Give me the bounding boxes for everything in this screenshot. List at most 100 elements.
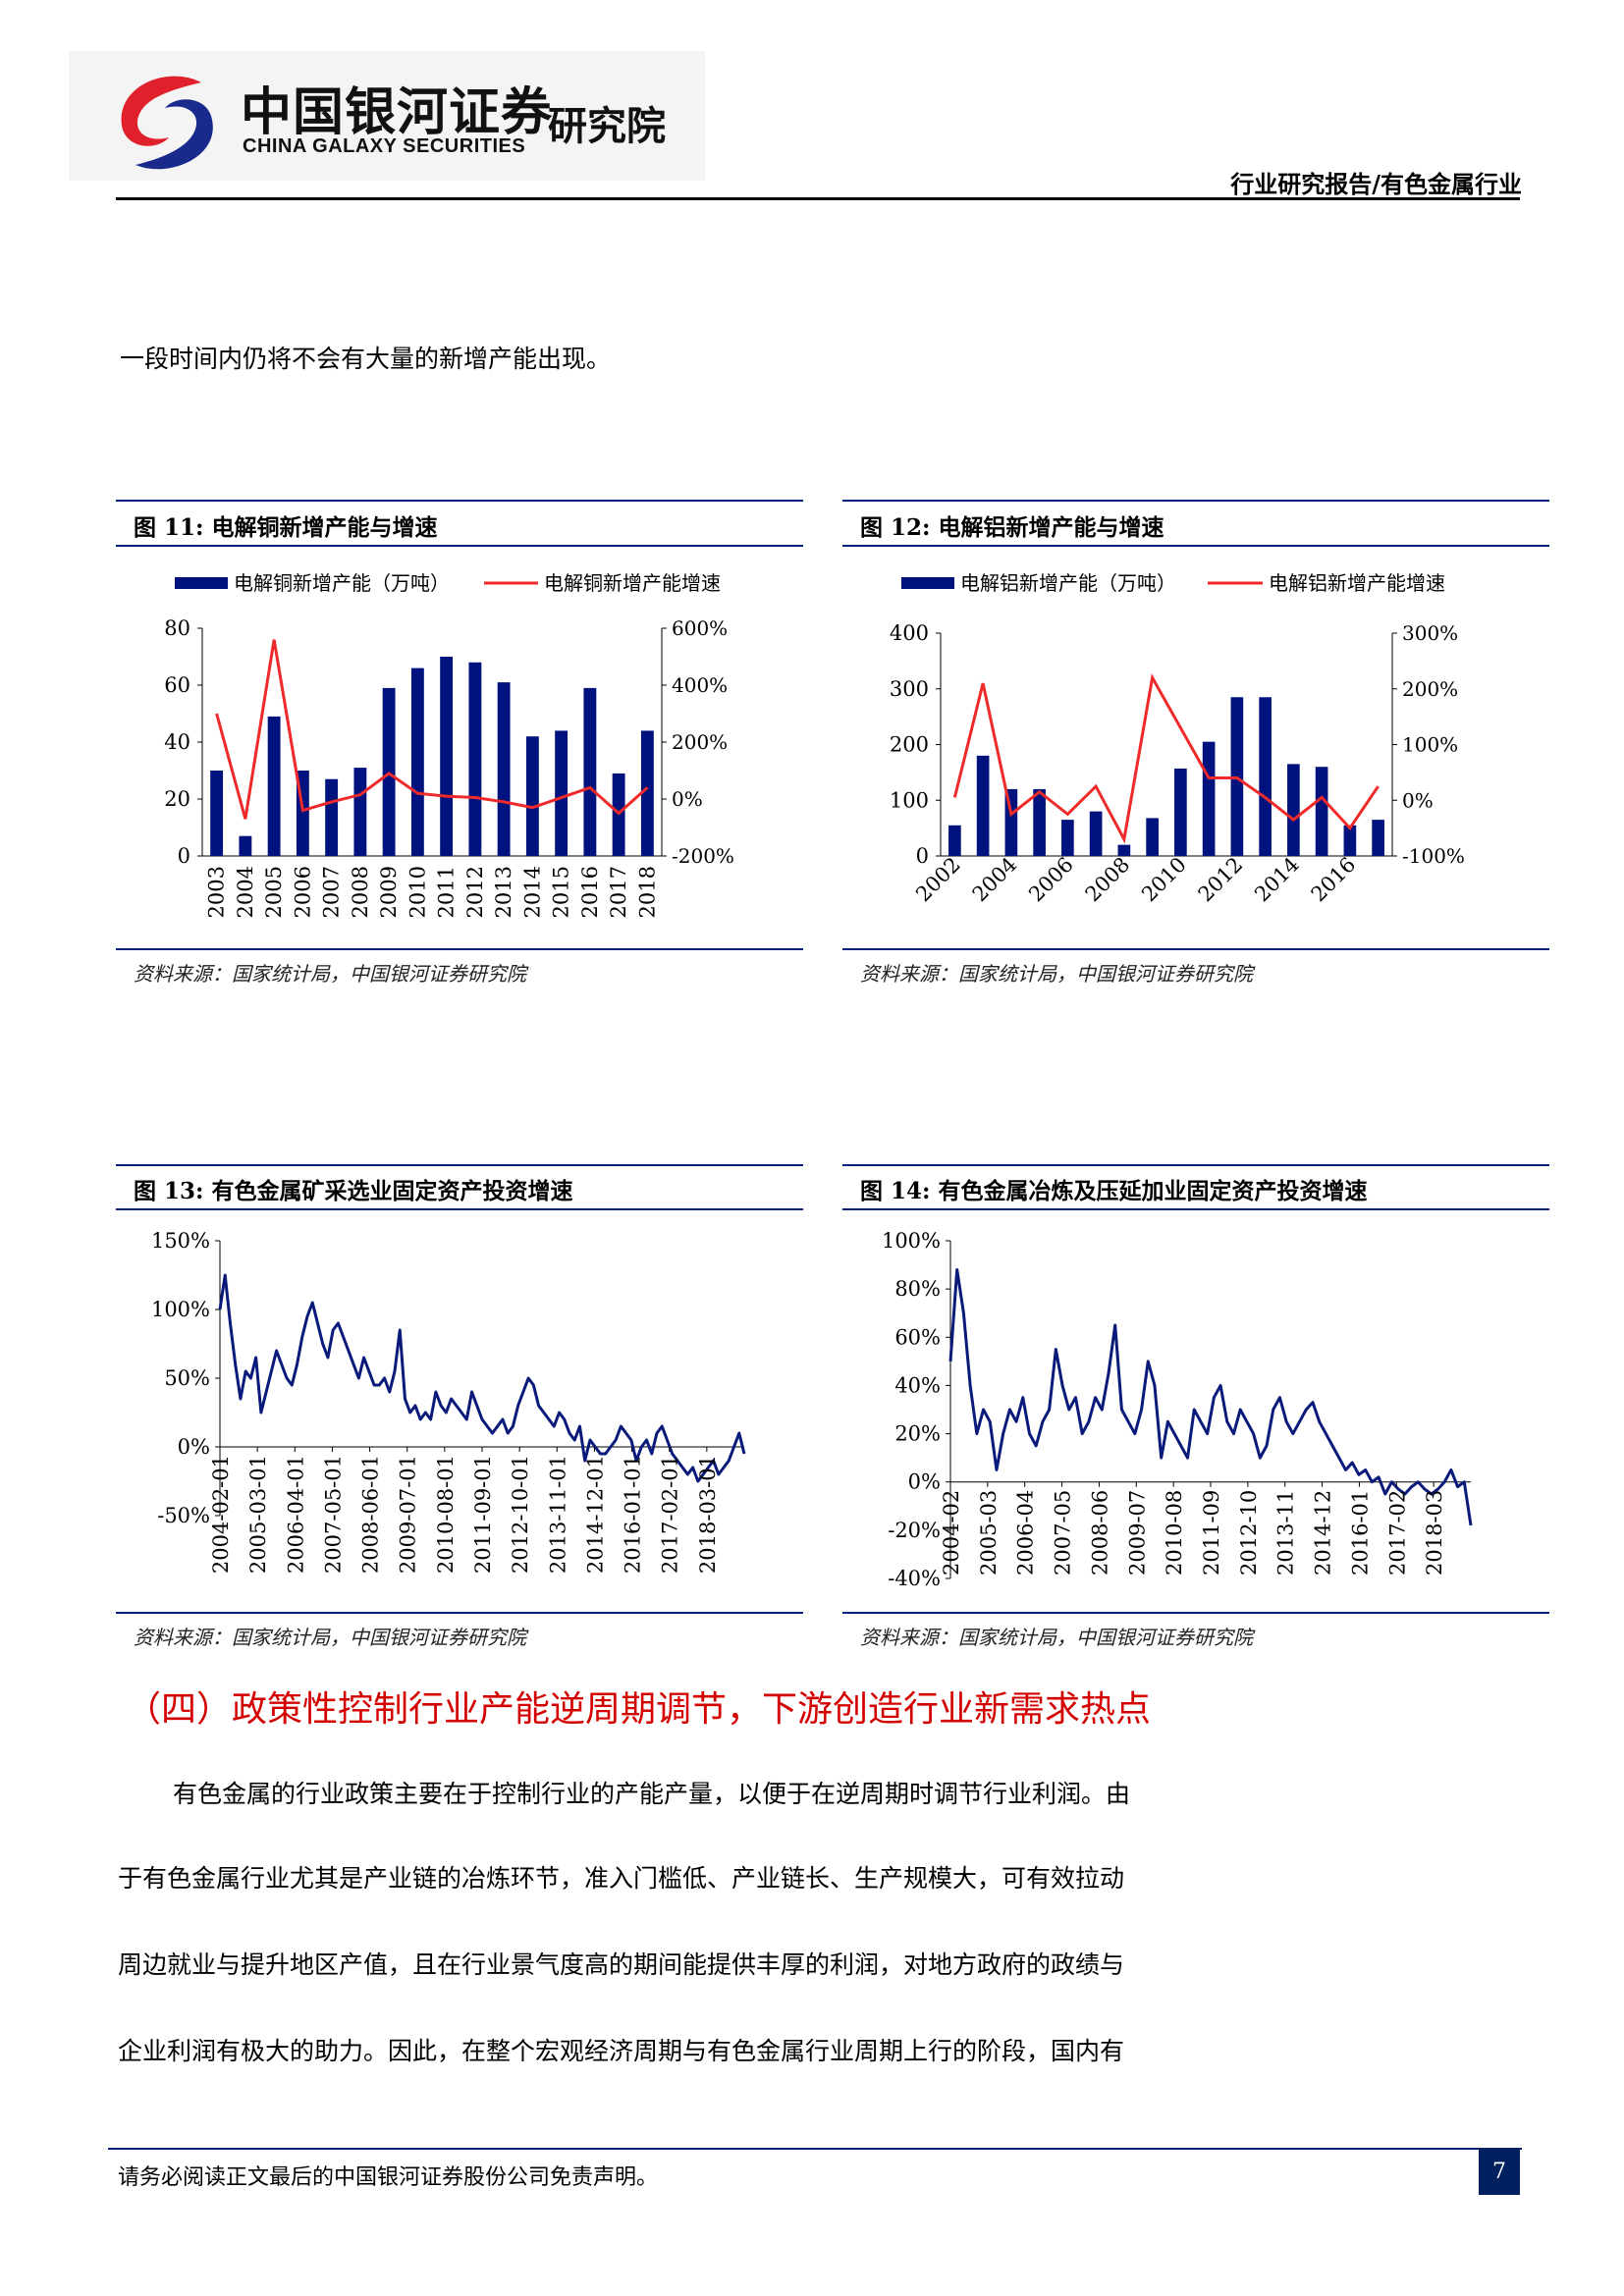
fig12-legend: 电解铝新增产能（万吨） 电解铝新增产能增速 bbox=[901, 571, 1445, 595]
x-tick-label: 2004-02-01 bbox=[209, 1455, 233, 1574]
series-line bbox=[218, 1273, 746, 1483]
left-tick-label: 300 bbox=[890, 677, 929, 701]
bar bbox=[1174, 768, 1187, 856]
legend-bar-label: 电解铝新增产能（万吨） bbox=[960, 571, 1176, 595]
y-tick-label: 100% bbox=[151, 1298, 210, 1321]
footer-divider bbox=[108, 2148, 1522, 2150]
fig14-plot: 100% 80% 60% 40% 20% 0% -20% -40%2004-02 2005-03… bbox=[882, 1229, 1473, 1590]
y-tick-label: 50% bbox=[164, 1366, 210, 1390]
left-tick-label: 0 bbox=[916, 844, 929, 868]
legend-bar-swatch bbox=[901, 577, 954, 589]
left-tick-label: 20 bbox=[164, 787, 190, 811]
x-tick-label: 2018-03-01 bbox=[696, 1455, 720, 1574]
x-tick-label: 2007-05-01 bbox=[321, 1455, 345, 1574]
fig11-bottom-rule bbox=[116, 948, 803, 950]
paragraph-line-4: 企业利润有极大的助力。因此，在整个宏观经济周期与有色金属行业周期上行的阶段，国内… bbox=[118, 2037, 1125, 2065]
right-tick-label: 200% bbox=[672, 730, 728, 754]
bar bbox=[239, 835, 252, 856]
x-tick-label: 2005-03 bbox=[977, 1490, 1001, 1575]
x-tick-label: 2009 bbox=[377, 866, 401, 918]
x-tick-label: 2015 bbox=[550, 866, 573, 918]
y-tick-label: 80% bbox=[894, 1277, 941, 1301]
y-tick-label: 150% bbox=[151, 1229, 210, 1253]
growth-line bbox=[215, 639, 649, 820]
bar bbox=[1372, 820, 1384, 856]
x-tick-label: 2010 bbox=[406, 866, 429, 918]
bar bbox=[525, 736, 539, 856]
x-tick-label: 2005-03-01 bbox=[246, 1455, 270, 1574]
x-tick-label: 2011-09 bbox=[1200, 1490, 1223, 1575]
x-tick-label: 2013 bbox=[492, 866, 515, 918]
y-tick-label: 40% bbox=[894, 1373, 941, 1397]
bar bbox=[1315, 767, 1328, 856]
bar bbox=[440, 657, 454, 856]
header-divider bbox=[116, 197, 1520, 200]
fig14-source: 资料来源：国家统计局，中国银河证券研究院 bbox=[860, 1626, 1253, 1649]
logo-english: CHINA GALAXY SECURITIES bbox=[243, 135, 526, 157]
x-tick-label: 2008 bbox=[349, 866, 372, 918]
y-tick-label: 0% bbox=[908, 1470, 941, 1494]
x-tick-label: 2016 bbox=[1307, 853, 1361, 907]
x-tick-label: 2004 bbox=[968, 853, 1022, 907]
fig12-source: 资料来源：国家统计局，中国银河证券研究院 bbox=[860, 962, 1253, 986]
y-tick-label: 100% bbox=[882, 1229, 941, 1253]
report-type: 行业研究报告/有色金属行业 bbox=[1230, 170, 1522, 198]
fig11-title-rule bbox=[116, 545, 803, 547]
bar bbox=[583, 687, 597, 856]
legend-line-label: 电解铝新增产能增速 bbox=[1269, 571, 1445, 595]
x-tick-label: 2012-10-01 bbox=[509, 1455, 532, 1574]
right-tick-label: 600% bbox=[672, 616, 728, 640]
legend-bar-swatch bbox=[175, 577, 228, 589]
bar bbox=[497, 682, 511, 856]
fig13-bottom-rule bbox=[116, 1612, 803, 1614]
x-tick-label: 2013-11 bbox=[1274, 1490, 1298, 1575]
series-line bbox=[948, 1267, 1473, 1526]
left-tick-label: 0 bbox=[178, 844, 190, 868]
right-tick-label: 200% bbox=[1402, 677, 1458, 701]
right-tick-label: 400% bbox=[672, 673, 728, 697]
bar bbox=[555, 730, 568, 856]
x-tick-label: 2017-02-01 bbox=[659, 1455, 682, 1574]
bar bbox=[1033, 788, 1046, 856]
paragraph-line-1: 有色金属的行业政策主要在于控制行业的产能产量，以便于在逆周期时调节行业利润。由 bbox=[173, 1780, 1131, 1808]
fig11-plot: 80 60 40 20 0 600% 400% 200% 0% -200% 2003 2004 2005… bbox=[164, 616, 734, 918]
x-tick-label: 2016-01 bbox=[1348, 1490, 1372, 1575]
right-tick-label: -200% bbox=[672, 844, 734, 868]
x-tick-label: 2007 bbox=[320, 866, 344, 918]
bar bbox=[640, 730, 654, 856]
y-tick-label: -50% bbox=[157, 1504, 210, 1527]
growth-line bbox=[952, 673, 1380, 844]
fig11-top-rule bbox=[116, 500, 803, 502]
right-tick-label: 100% bbox=[1402, 733, 1458, 757]
bar bbox=[210, 771, 224, 856]
left-tick-label: 60 bbox=[164, 673, 190, 697]
bar bbox=[410, 667, 424, 856]
x-tick-label: 2006-04-01 bbox=[284, 1455, 307, 1574]
x-tick-label: 2009-07 bbox=[1125, 1490, 1149, 1575]
fig12-title-rule bbox=[842, 545, 1549, 547]
bar bbox=[1061, 820, 1074, 856]
fig13-title-rule bbox=[116, 1208, 803, 1210]
legend-bar-label: 电解铜新增产能（万吨） bbox=[234, 571, 450, 595]
bar bbox=[1287, 764, 1300, 856]
fig12-bottom-rule bbox=[842, 948, 1549, 950]
x-tick-label: 2013-11-01 bbox=[546, 1455, 569, 1574]
x-tick-label: 2006 bbox=[1024, 853, 1078, 907]
bar bbox=[976, 755, 990, 856]
y-tick-label: -20% bbox=[888, 1519, 941, 1542]
fig12-title: 图 12: 电解铝新增产能与增速 bbox=[860, 514, 1164, 541]
fig14-chart: 100% 80% 60% 40% 20% 0% -20% -40%2004-02 2005-03… bbox=[882, 1229, 1473, 1590]
bar bbox=[1089, 811, 1103, 856]
bar bbox=[1343, 825, 1357, 856]
page-number: 7 bbox=[1479, 2148, 1520, 2195]
y-tick-label: 60% bbox=[894, 1325, 941, 1349]
x-tick-label: 2012 bbox=[463, 866, 487, 918]
right-tick-label: 0% bbox=[1402, 788, 1434, 812]
legend-line-label: 电解铜新增产能增速 bbox=[544, 571, 721, 595]
fig11-source: 资料来源：国家统计局，中国银河证券研究院 bbox=[134, 962, 526, 986]
x-tick-label: 2010-08 bbox=[1163, 1490, 1186, 1575]
fig12-chart: 电解铝新增产能（万吨） 电解铝新增产能增速 400 300 200 100 0 300% 2… bbox=[890, 571, 1465, 906]
paragraph-line-3: 周边就业与提升地区产值，且在行业景气度高的期间能提供丰厚的利润，对地方政府的政绩… bbox=[118, 1950, 1125, 1979]
fig14-title-rule bbox=[842, 1208, 1549, 1210]
